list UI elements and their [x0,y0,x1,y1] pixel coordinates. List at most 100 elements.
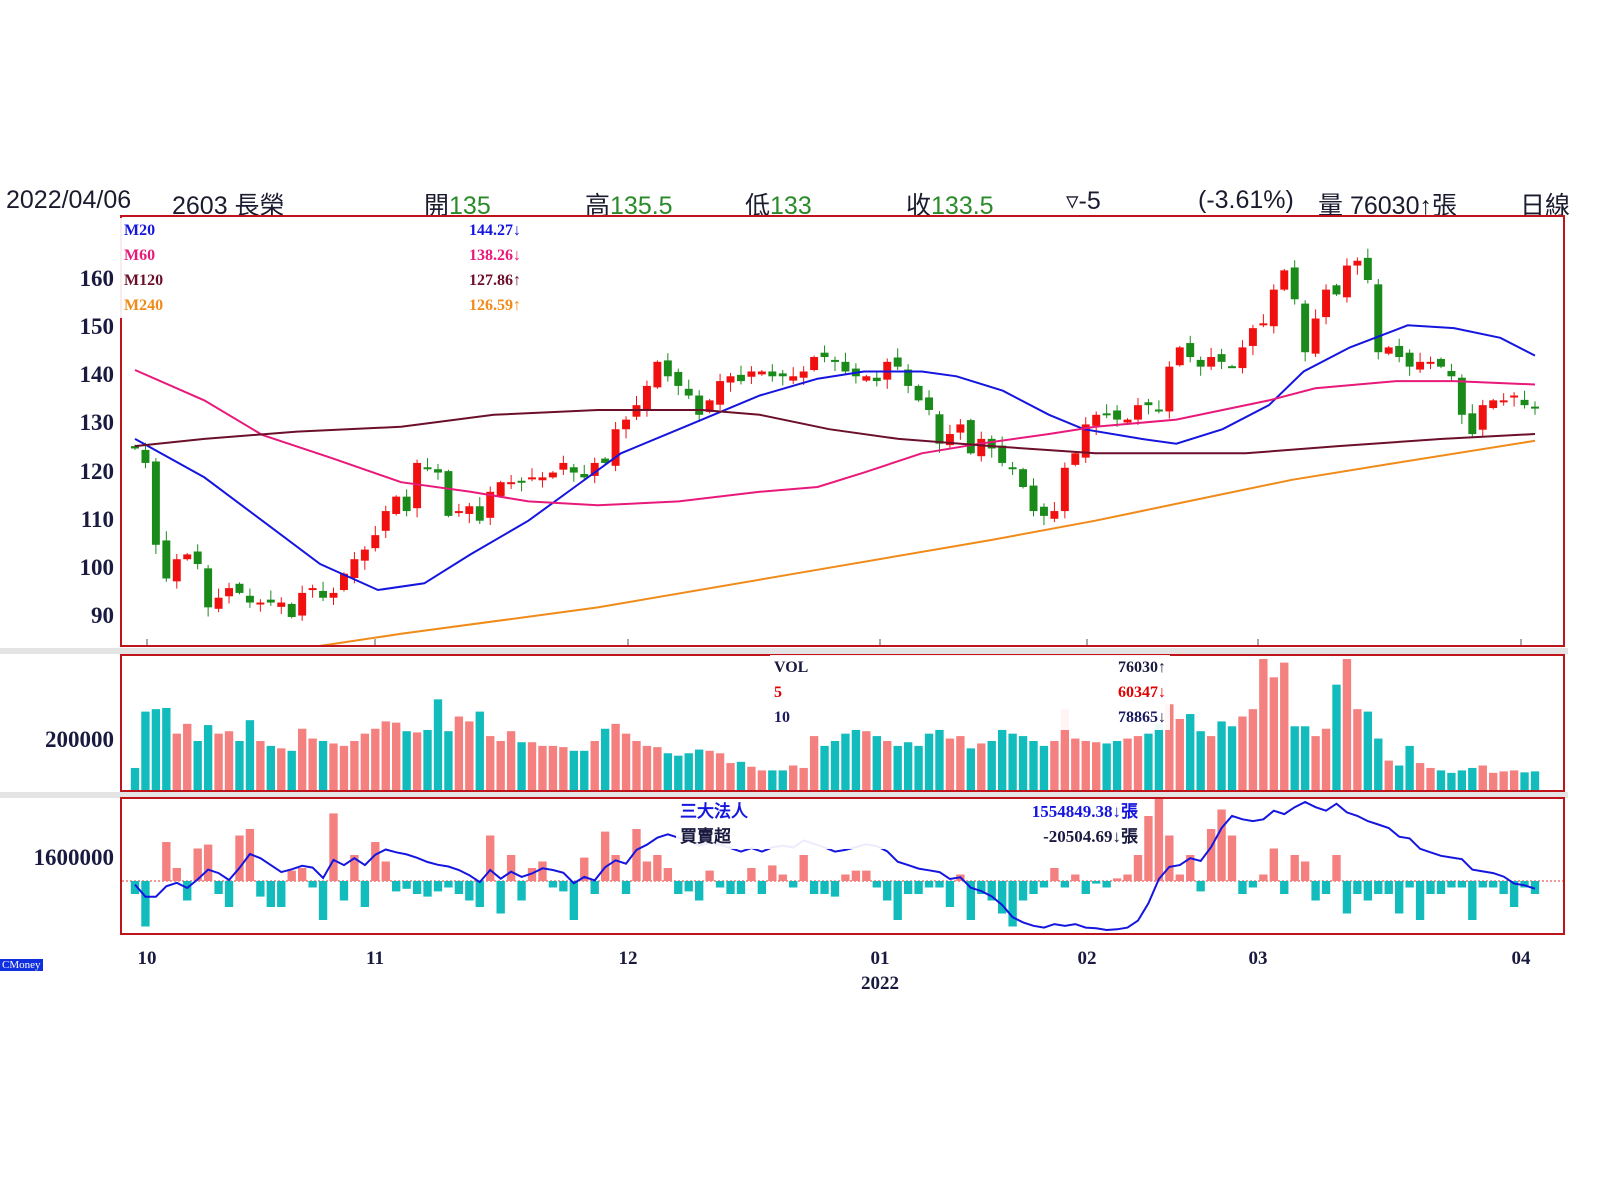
net-buy-bar [350,855,359,881]
candle-body [726,376,735,383]
volume-bar [496,741,505,790]
net-buy-bar [1395,881,1404,914]
net-buy-bar [548,881,558,888]
volume-bar [1384,760,1393,790]
volume-bar [883,741,892,790]
net-buy-bar [402,881,411,889]
volume-bar [1447,772,1456,790]
volume-bar [1154,723,1164,790]
candle-body [1123,419,1132,423]
net-buy-bar [444,881,453,888]
net-buy-bar [945,881,955,907]
net-buy-bar [736,881,746,894]
net-buy-bar [674,881,683,894]
candle-body [622,419,631,430]
net-buy-bar [256,881,265,897]
volume-bar [277,748,286,790]
candle-body [831,359,839,362]
volume-bar [862,731,871,790]
candle-body [841,361,850,372]
volume-bar [809,736,819,790]
candle-body [1332,285,1341,295]
header-change: ▿-5 [1066,187,1101,215]
candle-body [559,462,568,470]
volume-bar [412,732,422,790]
candle-body [214,597,223,609]
net-buy-bar [1499,881,1508,894]
volume-bar [1008,733,1017,790]
net-buy-bar [1478,881,1487,888]
candle-body [298,592,307,616]
volume-bar [1039,745,1049,790]
volume-bar [475,711,484,790]
volume-bar [559,747,568,790]
candle-body [193,551,202,565]
volume-bar [924,733,934,790]
volume-bar [799,767,808,790]
net-buy-bar [726,881,735,894]
candle-body [454,511,463,514]
candle-body [1238,347,1247,369]
candle-body [131,446,139,449]
net-buy-bar [1457,881,1467,888]
net-buy-bar [1384,881,1393,894]
ma-line-m20 [134,324,1536,592]
candle-body [1102,413,1111,416]
volume-bar [778,770,787,790]
candle-body [1165,366,1174,412]
candle-body [1008,467,1017,470]
volume-bar [903,742,913,790]
candle-body [789,376,798,381]
volume-bar [820,745,829,790]
institutional-legend: 三大法人 1554849.38↓張 買賣超 -20504.69↓張 [676,799,1142,849]
net-buy-bar [183,881,192,901]
price-tick-label: 120 [79,458,115,484]
volume-bar [235,741,244,790]
net-buy-bar [768,865,777,881]
volume-bar [830,741,840,790]
volume-bar [1374,738,1383,790]
legend-row: 三大法人 1554849.38↓張 [676,799,1142,824]
volume-bar [214,733,223,790]
candle-body [1081,424,1090,458]
volume-bar [600,728,610,790]
candle-body [1499,400,1508,403]
net-buy-bar [1259,874,1268,881]
volume-bar [1509,770,1519,790]
net-buy-bar [1102,881,1111,888]
volume-bar [1405,745,1414,790]
net-buy-bar [1353,881,1362,894]
volume-bar [193,741,202,790]
net-buy-bar [475,881,484,907]
volume-bar [705,750,714,790]
candle-body [757,371,766,375]
net-buy-bar [1530,881,1540,894]
candle-body [674,371,683,386]
volume-bar [444,731,453,790]
volume-bar [1321,728,1331,790]
volume-bar [308,738,317,790]
volume-bar [789,765,798,790]
legend-value: 1554849.38↓張 [1031,802,1138,821]
candle-body [172,559,181,582]
volume-bar [590,741,599,790]
candle-body [987,438,996,449]
ma-line-m120 [134,409,1536,455]
volume-bar [945,738,955,790]
candle-body [893,357,902,367]
net-buy-bar [935,881,944,888]
net-buy-bar [1363,881,1373,901]
volume-bar [1018,736,1028,790]
ma-line-m60 [134,369,1536,507]
volume-bar [757,770,767,790]
candle-body [287,603,296,617]
candle-body [1269,289,1278,327]
candle-body [1092,414,1101,426]
candles-group [131,248,1539,645]
net-buy-bar [538,861,547,881]
candle-body [329,592,338,598]
net-buy-bar [1060,881,1070,888]
net-buy-bar [162,842,171,881]
candle-body [1416,361,1425,370]
candle-body [956,424,965,433]
